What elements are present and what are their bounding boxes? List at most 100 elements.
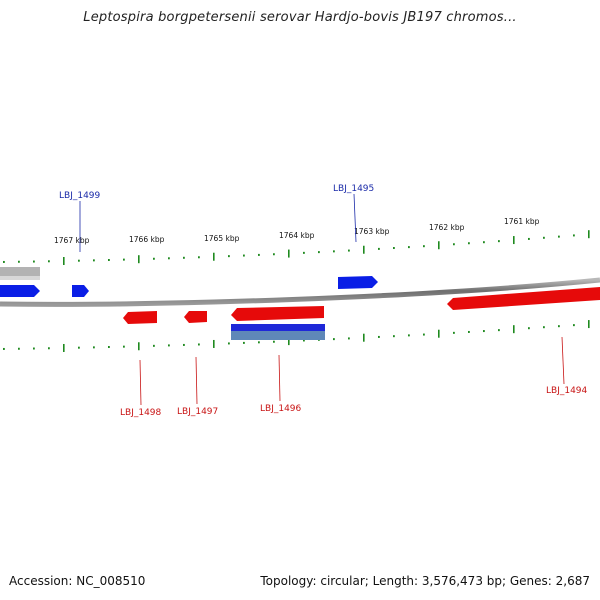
minor-tick — [153, 344, 155, 347]
major-tick — [438, 241, 440, 250]
reverse-genes — [123, 287, 600, 340]
minor-tick — [303, 251, 305, 254]
major-tick — [588, 320, 590, 329]
minor-tick — [258, 341, 260, 344]
minor-tick — [333, 338, 335, 341]
minor-tick — [33, 347, 35, 350]
minor-tick — [258, 253, 260, 256]
forward-tick-row — [3, 230, 590, 266]
minor-tick — [48, 347, 50, 350]
minor-tick — [33, 260, 35, 263]
minor-tick — [93, 259, 95, 262]
gene-label[interactable]: LBJ_1494 — [546, 386, 588, 396]
minor-tick — [558, 325, 560, 328]
minor-tick — [123, 258, 125, 261]
minor-tick — [228, 255, 230, 258]
minor-tick — [3, 260, 5, 263]
minor-tick — [378, 335, 380, 338]
label-leaders — [79, 193, 565, 406]
scale-label: 1767 kbp — [54, 236, 90, 245]
minor-tick — [168, 344, 170, 347]
gene-arrow[interactable] — [123, 311, 157, 324]
minor-tick — [378, 247, 380, 250]
gene-label[interactable]: LBJ_1496 — [260, 404, 302, 414]
minor-tick — [108, 346, 110, 349]
scale-label: 1762 kbp — [429, 223, 465, 232]
minor-tick — [153, 257, 155, 260]
gene-bar[interactable] — [231, 324, 325, 332]
minor-tick — [198, 343, 200, 346]
minor-tick — [573, 324, 575, 327]
major-tick — [288, 337, 290, 346]
minor-tick — [423, 333, 425, 336]
scale-label: 1764 kbp — [279, 231, 315, 240]
gene-arrow[interactable] — [184, 311, 207, 323]
map-title: Leptospira borgpetersenii serovar Hardjo… — [83, 10, 517, 25]
minor-tick — [423, 245, 425, 248]
major-tick — [213, 339, 215, 348]
major-tick — [288, 249, 290, 258]
minor-tick — [408, 246, 410, 249]
scale-label: 1763 kbp — [354, 227, 390, 236]
minor-tick — [78, 259, 80, 262]
minor-tick — [453, 331, 455, 334]
major-tick — [588, 230, 590, 239]
minor-tick — [273, 340, 275, 343]
minor-tick — [348, 249, 350, 252]
gene-labels: LBJ_1499 LBJ_1495 LBJ_1498 LBJ_1497 LBJ_… — [59, 184, 588, 418]
forward-genes — [0, 267, 378, 297]
minor-tick — [528, 327, 530, 330]
gene-bar-shadow — [231, 331, 325, 340]
minor-tick — [483, 241, 485, 244]
accession-label: Accession: NC_008510 — [9, 574, 146, 588]
major-tick — [513, 236, 515, 245]
gene-label[interactable]: LBJ_1497 — [177, 407, 218, 417]
minor-tick — [498, 329, 500, 332]
gene-arrow[interactable] — [338, 276, 378, 289]
minor-tick — [243, 341, 245, 344]
minor-tick — [78, 346, 80, 349]
gene-label[interactable]: LBJ_1499 — [59, 191, 101, 201]
scale-label: 1765 kbp — [204, 234, 240, 243]
major-tick — [363, 333, 365, 342]
minor-tick — [3, 347, 5, 350]
minor-tick — [453, 243, 455, 246]
gene-arrow[interactable] — [231, 306, 324, 321]
minor-tick — [198, 256, 200, 259]
minor-tick — [93, 346, 95, 349]
minor-tick — [303, 339, 305, 342]
major-tick — [363, 245, 365, 254]
scale-labels: 1767 kbp 1766 kbp 1765 kbp 1764 kbp 1763… — [54, 217, 540, 245]
minor-tick — [543, 236, 545, 239]
minor-tick — [243, 254, 245, 257]
minor-tick — [393, 247, 395, 250]
major-tick — [63, 343, 65, 352]
gene-label[interactable]: LBJ_1498 — [120, 408, 162, 418]
major-tick — [438, 329, 440, 338]
gene-label[interactable]: LBJ_1495 — [333, 184, 374, 194]
major-tick — [513, 325, 515, 334]
minor-tick — [333, 250, 335, 253]
minor-tick — [18, 347, 20, 350]
minor-tick — [168, 257, 170, 260]
gene-arrow[interactable] — [447, 287, 600, 310]
minor-tick — [558, 235, 560, 238]
gene-arrow[interactable] — [0, 285, 40, 297]
scale-label: 1761 kbp — [504, 217, 540, 226]
minor-tick — [273, 253, 275, 256]
scale-label: 1766 kbp — [129, 235, 165, 244]
gene-arrow[interactable] — [72, 285, 89, 297]
minor-tick — [528, 237, 530, 240]
minor-tick — [468, 242, 470, 245]
major-tick — [138, 255, 140, 264]
minor-tick — [393, 335, 395, 338]
minor-tick — [228, 342, 230, 345]
minor-tick — [183, 256, 185, 259]
major-tick — [138, 342, 140, 351]
minor-tick — [498, 240, 500, 243]
genome-summary: Topology: circular; Length: 3,576,473 bp… — [260, 574, 590, 588]
minor-tick — [573, 234, 575, 237]
major-tick — [63, 257, 65, 266]
minor-tick — [318, 251, 320, 254]
